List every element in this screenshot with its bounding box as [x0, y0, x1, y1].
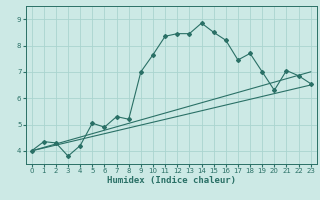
X-axis label: Humidex (Indice chaleur): Humidex (Indice chaleur): [107, 176, 236, 185]
